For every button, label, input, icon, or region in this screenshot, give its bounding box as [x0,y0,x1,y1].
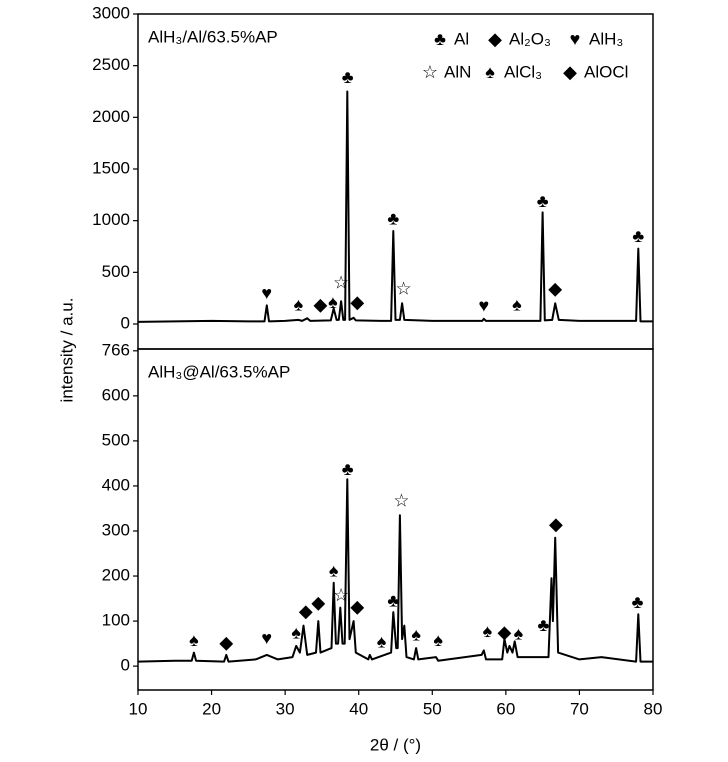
phase-marker: ♠ [411,625,421,645]
x-axis-label: 2θ / (°) [370,735,421,754]
phase-marker: ♠ [377,631,387,651]
legend-label: Al₂O₃ [509,29,551,48]
phase-marker: ♠ [189,630,199,650]
phase-marker: ◆ [314,295,328,315]
phase-marker: ☆ [396,279,412,299]
xrd-pattern [137,478,653,663]
legend-label: AlCl₃ [504,62,542,81]
legend-symbol: ◆ [488,29,502,49]
legend-symbol: ♠ [485,62,495,82]
legend-symbol: ♥ [570,29,581,49]
y-tick-label: 1000 [92,210,130,229]
y-tick-label: 100 [102,611,130,630]
phase-marker: ♣ [342,67,354,87]
y-tick-label: 500 [102,430,130,449]
legend-label: AlOCl [584,62,628,81]
legend-symbol: ◆ [563,62,577,82]
phase-marker: ♠ [433,630,443,650]
legend-label: AlN [444,62,471,81]
x-tick-label: 70 [570,699,589,718]
x-tick-label: 60 [496,699,515,718]
phase-marker: ♠ [328,292,338,312]
y-tick-label: 1500 [92,158,130,177]
phase-marker: ♥ [261,283,272,303]
legend-symbol: ☆ [422,62,438,82]
x-tick-label: 80 [644,699,663,718]
xrd-pattern [137,90,653,323]
phase-marker: ◆ [299,601,313,621]
x-tick-label: 50 [423,699,442,718]
phase-marker: ☆ [393,490,409,510]
phase-marker: ◆ [549,514,563,534]
phase-marker: ♣ [632,592,644,612]
phase-marker: ♠ [483,621,493,641]
phase-marker: ♠ [291,622,301,642]
x-tick-label: 30 [276,699,295,718]
phase-marker: ♣ [387,590,399,610]
phase-marker: ♣ [387,208,399,228]
legend-symbol: ♣ [434,29,446,49]
y-tick-label: 2500 [92,55,130,74]
phase-marker: ♣ [537,191,549,211]
y-tick-label: 400 [102,475,130,494]
y-tick-label: 500 [102,262,130,281]
y-tick-label: 200 [102,566,130,585]
y-tick-label: 766 [102,340,130,359]
phase-marker: ♣ [342,459,354,479]
phase-marker: ♠ [329,560,339,580]
phase-marker: ◆ [497,622,511,642]
panel-title: AlH₃/Al/63.5%AP [148,27,278,46]
y-tick-label: 600 [102,385,130,404]
phase-marker: ◆ [350,596,364,616]
phase-marker: ◆ [548,279,562,299]
phase-marker: ♥ [478,296,489,316]
x-tick-label: 10 [129,699,148,718]
panel-title: AlH₃@Al/63.5%AP [148,362,290,381]
x-tick-label: 20 [202,699,221,718]
y-tick-label: 2000 [92,107,130,126]
phase-marker: ☆ [333,272,349,292]
y-axis-label: intensity / a.u. [57,298,76,403]
y-tick-label: 0 [121,656,130,675]
legend-label: Al [454,29,469,48]
x-tick-label: 40 [349,699,368,718]
phase-marker: ◆ [311,593,325,613]
phase-marker: ◆ [219,632,233,652]
y-tick-label: 3000 [92,3,130,22]
phase-marker: ◆ [350,292,364,312]
phase-marker: ♣ [537,615,549,635]
legend-label: AlH₃ [589,29,623,48]
phase-marker: ♠ [294,295,304,315]
phase-marker: ♣ [632,226,644,246]
plot-frame [137,348,654,691]
y-tick-label: 300 [102,520,130,539]
y-tick-label: 0 [121,313,130,332]
phase-marker: ♠ [514,623,524,643]
phase-marker: ♠ [512,295,522,315]
phase-marker: ♥ [261,628,272,648]
phase-marker: ☆ [333,585,349,605]
